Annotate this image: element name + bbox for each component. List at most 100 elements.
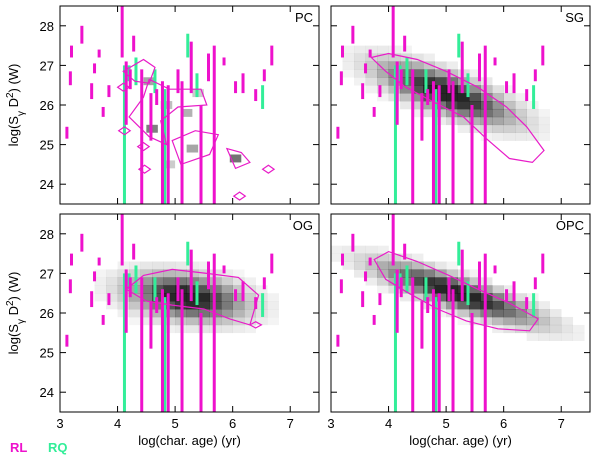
density-contour xyxy=(232,191,247,201)
density-cell xyxy=(140,293,153,302)
density-cell xyxy=(469,116,481,126)
density-cell xyxy=(515,309,527,318)
density-cell xyxy=(446,69,458,78)
density-cell xyxy=(267,309,280,318)
density-cell xyxy=(434,61,447,70)
density-cell xyxy=(152,316,164,326)
x-axis-title: log(char. age) (yr) xyxy=(409,433,512,448)
density-cell xyxy=(365,277,378,286)
plot-area-og xyxy=(65,214,280,412)
density-cell xyxy=(94,285,107,294)
density-cell xyxy=(140,269,153,278)
density-cell xyxy=(354,61,366,70)
density-contour xyxy=(373,250,540,332)
density-cell xyxy=(198,293,210,302)
density-cell xyxy=(342,245,355,254)
panel-sg: SG xyxy=(330,5,591,205)
density-contour xyxy=(128,78,208,146)
density-cell xyxy=(244,324,256,334)
panel-frame xyxy=(59,5,320,205)
x-tick-label: 3 xyxy=(327,416,334,431)
density-cell xyxy=(140,261,153,270)
density-cell xyxy=(538,124,551,134)
density-cell xyxy=(423,77,435,86)
density-cell xyxy=(538,301,551,310)
density-cell xyxy=(515,316,527,326)
density-cell xyxy=(106,269,118,278)
density-cell xyxy=(526,316,539,326)
density-cell xyxy=(411,285,424,294)
density-cell xyxy=(186,309,199,318)
plot-area-pc xyxy=(65,6,276,204)
density-cell xyxy=(515,132,527,141)
y-tick-label: 28 xyxy=(40,227,54,242)
density-cell xyxy=(411,261,424,270)
panel-title: OPC xyxy=(556,218,584,233)
x-tick-label: 6 xyxy=(229,416,236,431)
density-cell xyxy=(198,285,210,294)
density-cell xyxy=(503,132,516,141)
density-cell xyxy=(377,261,389,270)
density-cell xyxy=(198,324,210,334)
density-cell xyxy=(423,277,435,286)
density-cell xyxy=(255,316,268,326)
y-tick-label: 24 xyxy=(40,177,54,192)
density-cell xyxy=(186,301,199,310)
density-cell xyxy=(140,285,153,294)
density-cell xyxy=(244,277,256,286)
density-cell xyxy=(572,332,585,342)
y-tick-label: 28 xyxy=(40,19,54,34)
legend-rl: RL xyxy=(10,440,27,455)
density-cell xyxy=(538,116,551,126)
density-cell xyxy=(244,309,256,318)
density-cell xyxy=(342,253,355,262)
y-tick-label: 24 xyxy=(40,385,54,400)
density-cell xyxy=(423,53,435,62)
density-cell xyxy=(186,144,199,153)
density-cell xyxy=(221,285,233,294)
density-cell xyxy=(434,77,447,86)
density-cell xyxy=(446,269,458,278)
density-cell xyxy=(561,324,574,334)
density-cell xyxy=(106,285,118,294)
density-cell xyxy=(198,309,210,318)
y-axis-title: log(Sγ D2) (W) xyxy=(5,64,27,147)
density-cell xyxy=(342,61,355,70)
density-cell xyxy=(267,293,280,302)
density-cell xyxy=(365,85,378,94)
density-cell xyxy=(342,45,355,54)
x-tick-label: 6 xyxy=(500,416,507,431)
density-cell xyxy=(469,316,481,326)
density-cell xyxy=(457,124,470,134)
density-cell xyxy=(140,301,153,310)
y-tick-label: 27 xyxy=(40,58,54,73)
density-cell xyxy=(411,85,424,94)
density-cell xyxy=(232,285,245,294)
density-cell xyxy=(492,116,504,126)
density-cell xyxy=(503,101,516,110)
x-tick-label: 5 xyxy=(442,416,449,431)
density-cell xyxy=(503,116,516,126)
density-cell xyxy=(232,324,245,334)
density-cell xyxy=(232,269,245,278)
density-cell xyxy=(457,316,470,326)
density-cell xyxy=(229,154,242,163)
density-cell xyxy=(561,332,574,342)
density-cell xyxy=(503,316,516,326)
density-cell xyxy=(354,53,366,62)
plot-area-opc xyxy=(331,214,585,412)
density-cell xyxy=(354,245,366,254)
y-tick-label: 25 xyxy=(40,346,54,361)
density-cell xyxy=(377,61,389,70)
density-cell xyxy=(492,108,504,118)
density-cell xyxy=(515,293,527,302)
density-cell xyxy=(469,309,481,318)
density-cell xyxy=(503,108,516,118)
density-cell xyxy=(492,124,504,134)
density-cell xyxy=(503,301,516,310)
density-cell xyxy=(342,69,355,78)
density-cell xyxy=(457,301,470,310)
density-cell xyxy=(160,101,173,109)
density-cell xyxy=(411,253,424,262)
